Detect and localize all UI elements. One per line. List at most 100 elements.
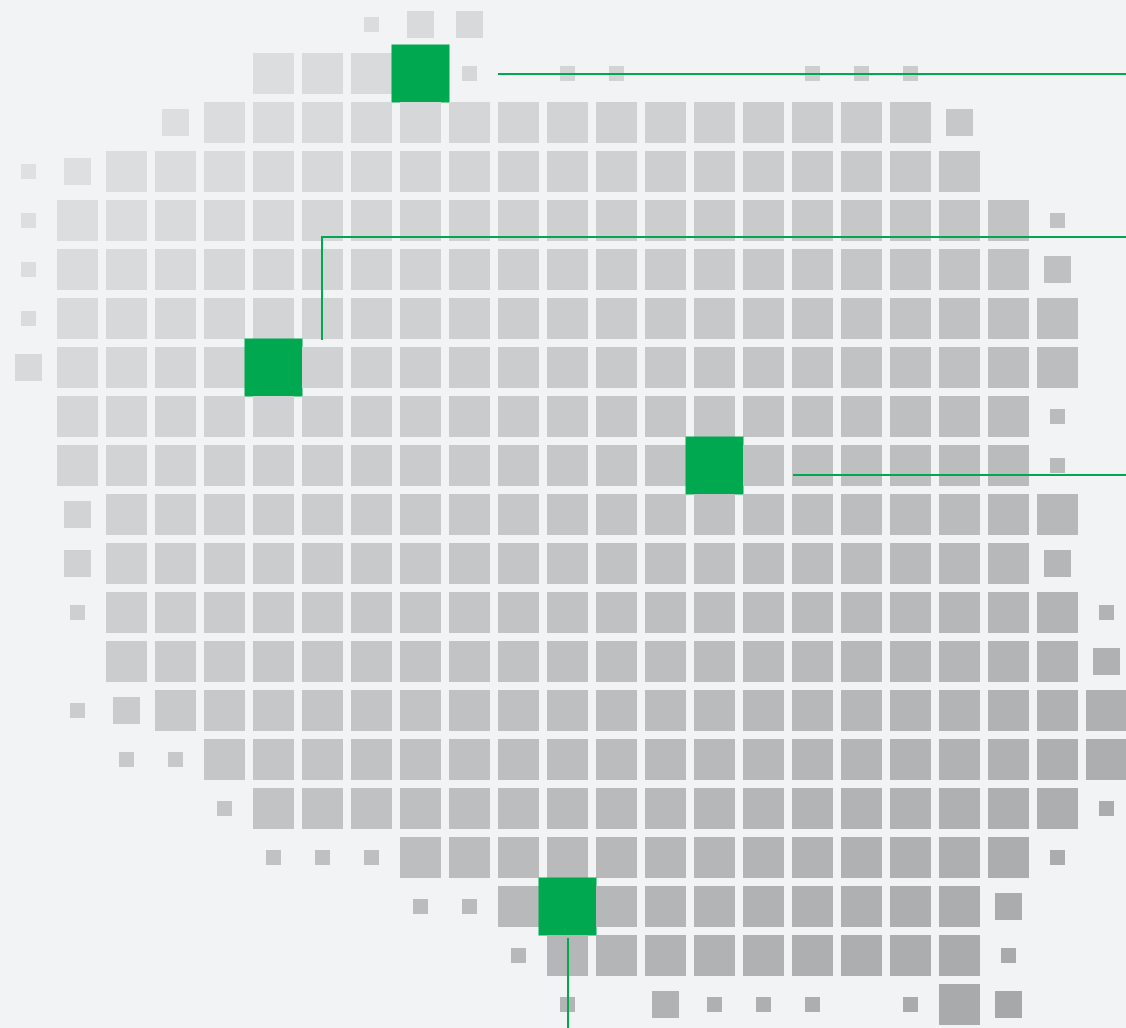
map-cell <box>645 102 686 143</box>
map-cell <box>1037 739 1078 780</box>
map-cell <box>939 690 980 731</box>
map-cell <box>988 837 1029 878</box>
map-cell <box>302 592 343 633</box>
map-cell <box>547 102 588 143</box>
map-cell <box>302 445 343 486</box>
map-cell <box>498 788 539 829</box>
map-cell <box>498 641 539 682</box>
map-cell <box>1044 550 1071 577</box>
map-cell <box>988 690 1029 731</box>
map-cell <box>498 543 539 584</box>
map-cell <box>756 997 771 1012</box>
map-cell <box>890 837 931 878</box>
map-cell <box>694 298 735 339</box>
map-cell <box>988 347 1029 388</box>
map-cell <box>743 298 784 339</box>
map-cell <box>988 494 1029 535</box>
map-cell <box>351 788 392 829</box>
map-cell <box>645 347 686 388</box>
map-cell <box>547 739 588 780</box>
map-cell <box>155 200 196 241</box>
map-cell <box>1099 801 1114 816</box>
map-cell <box>449 249 490 290</box>
map-cell <box>351 396 392 437</box>
map-cell <box>155 298 196 339</box>
map-cell <box>547 249 588 290</box>
map-cell <box>204 151 245 192</box>
map-cell <box>743 445 784 486</box>
map-cell <box>400 543 441 584</box>
map-cell <box>253 298 294 339</box>
map-cell <box>841 739 882 780</box>
map-cell <box>204 543 245 584</box>
map-cell <box>988 445 1029 486</box>
highlight-cell <box>391 44 450 103</box>
map-cell <box>890 641 931 682</box>
map-cell <box>645 543 686 584</box>
map-cell <box>939 200 980 241</box>
map-cell <box>743 788 784 829</box>
map-cell <box>302 53 343 94</box>
map-cell <box>694 592 735 633</box>
map-cell <box>596 151 637 192</box>
map-cell <box>645 200 686 241</box>
map-cell <box>57 396 98 437</box>
map-cell <box>253 396 294 437</box>
map-cell <box>645 739 686 780</box>
map-cell <box>498 151 539 192</box>
map-cell <box>106 543 147 584</box>
map-cell <box>155 543 196 584</box>
map-cell <box>253 592 294 633</box>
map-cell <box>155 396 196 437</box>
map-cell <box>1050 458 1065 473</box>
map-cell <box>351 249 392 290</box>
map-cell <box>547 837 588 878</box>
map-cell <box>890 935 931 976</box>
map-cell <box>155 592 196 633</box>
map-cell <box>21 262 36 277</box>
map-cell <box>890 347 931 388</box>
map-cell <box>351 739 392 780</box>
map-cell <box>57 347 98 388</box>
map-cell <box>449 494 490 535</box>
map-cell <box>266 850 281 865</box>
map-cell <box>449 298 490 339</box>
map-cell <box>841 837 882 878</box>
map-cell <box>302 396 343 437</box>
map-cell <box>449 788 490 829</box>
map-cell <box>596 739 637 780</box>
map-cell <box>939 494 980 535</box>
map-cell <box>498 298 539 339</box>
map-cell <box>449 543 490 584</box>
map-cell <box>939 984 980 1025</box>
map-cell <box>792 102 833 143</box>
map-cell <box>547 494 588 535</box>
map-cell <box>364 850 379 865</box>
map-cell <box>302 494 343 535</box>
map-cell <box>743 592 784 633</box>
map-cell <box>1037 690 1078 731</box>
map-cell <box>547 690 588 731</box>
map-cell <box>498 102 539 143</box>
map-cell <box>449 200 490 241</box>
map-cell <box>204 347 245 388</box>
map-cell <box>449 396 490 437</box>
map-cell <box>1050 213 1065 228</box>
map-cell <box>106 396 147 437</box>
map-cell <box>792 837 833 878</box>
map-cell <box>302 151 343 192</box>
map-cell <box>596 837 637 878</box>
map-cell <box>645 396 686 437</box>
map-cell <box>400 788 441 829</box>
map-cell <box>652 991 679 1018</box>
highlight-cell <box>244 338 303 397</box>
map-cell <box>805 997 820 1012</box>
map-cell <box>106 151 147 192</box>
map-cell <box>57 249 98 290</box>
map-cell <box>400 445 441 486</box>
map-cell <box>106 445 147 486</box>
map-cell <box>743 690 784 731</box>
map-cell <box>694 641 735 682</box>
map-cell <box>449 739 490 780</box>
map-cell <box>694 151 735 192</box>
